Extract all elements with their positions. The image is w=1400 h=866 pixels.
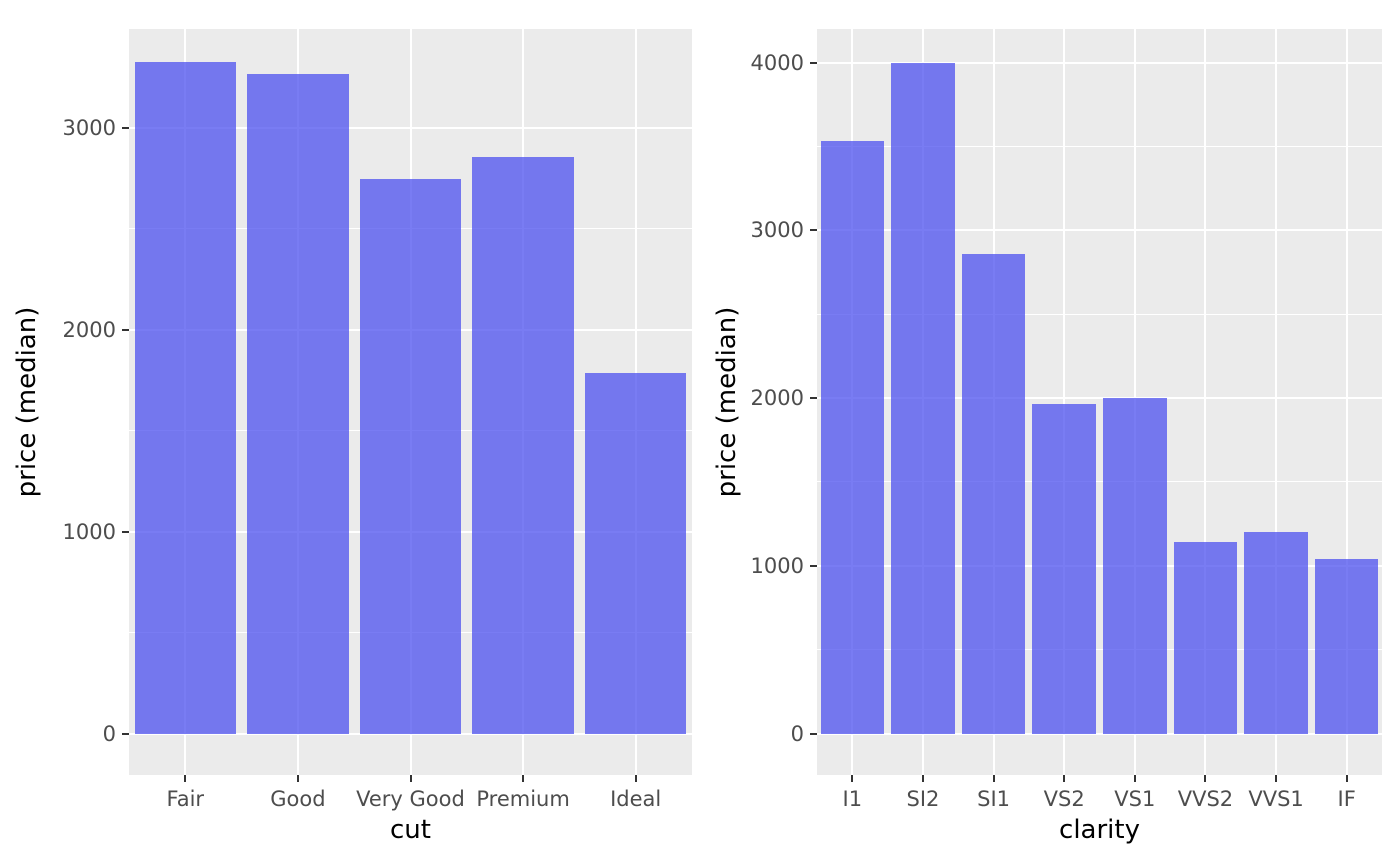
x-tick-label-SI2: SI2 xyxy=(906,787,940,811)
x-tick-mark-SI2 xyxy=(921,775,924,782)
gridline-vertical-IF xyxy=(1345,29,1348,775)
x-tick-mark-VVS1 xyxy=(1275,775,1278,782)
x-tick-label-Premium: Premium xyxy=(476,787,570,811)
x-tick-label-Very Good: Very Good xyxy=(356,787,465,811)
y-tick-label-1000: 1000 xyxy=(750,553,804,578)
y-tick-mark-3000 xyxy=(810,229,817,232)
y-tick-mark-0 xyxy=(122,732,129,735)
bar-vvs2 xyxy=(1173,542,1238,734)
gridline-vertical-VS2 xyxy=(1063,29,1066,775)
x-axis-title: clarity xyxy=(1059,815,1140,845)
x-tick-mark-Premium xyxy=(522,775,525,782)
x-axis-title: cut xyxy=(390,815,431,845)
x-tick-label-I1: I1 xyxy=(842,787,863,811)
chart-price-by-clarity: price (median) 0 1000 2000 3000 4000 I1 SI2 SI… xyxy=(700,0,1400,866)
x-tick-label-Ideal: Ideal xyxy=(610,787,662,811)
x-tick-label-VS1: VS1 xyxy=(1114,787,1156,811)
bar-ideal xyxy=(585,373,687,734)
y-tick-mark-0 xyxy=(810,732,817,735)
bar-premium xyxy=(472,157,574,734)
x-tick-label-VVS2: VVS2 xyxy=(1177,787,1234,811)
y-tick-mark-1000 xyxy=(122,530,129,533)
y-tick-label-3000: 3000 xyxy=(750,218,804,243)
x-tick-mark-SI1 xyxy=(992,775,995,782)
y-tick-label-0: 0 xyxy=(102,721,116,746)
gridline-vertical-VVS2 xyxy=(1204,29,1207,775)
bar-i1 xyxy=(820,140,885,734)
x-tick-label-IF: IF xyxy=(1337,787,1356,811)
x-tick-mark-Good xyxy=(296,775,299,782)
y-tick-label-1000: 1000 xyxy=(62,519,116,544)
bar-si2 xyxy=(891,63,955,734)
y-tick-mark-3000 xyxy=(122,126,129,129)
x-tick-mark-Ideal xyxy=(634,775,637,782)
x-tick-mark-VVS2 xyxy=(1204,775,1207,782)
y-tick-mark-4000 xyxy=(810,61,817,64)
x-tick-mark-IF xyxy=(1345,775,1348,782)
y-tick-mark-2000 xyxy=(122,328,129,331)
bar-vvs1 xyxy=(1244,532,1308,734)
bar-vs2 xyxy=(1032,403,1096,734)
x-tick-mark-VS1 xyxy=(1133,775,1136,782)
gridline-minor-3500 xyxy=(817,145,1382,147)
gridline-major-1000 xyxy=(817,564,1382,567)
x-tick-mark-I1 xyxy=(851,775,854,782)
gridline-major-0 xyxy=(817,732,1382,735)
gridline-major-4000 xyxy=(817,61,1382,64)
plot-panel xyxy=(817,29,1382,775)
bar-si1 xyxy=(961,253,1026,734)
gridline-minor-1500 xyxy=(817,481,1382,483)
plot-panel xyxy=(129,29,692,775)
y-tick-label-2000: 2000 xyxy=(62,317,116,342)
y-tick-label-2000: 2000 xyxy=(750,386,804,411)
y-tick-mark-1000 xyxy=(810,564,817,567)
gridline-major-3000 xyxy=(817,229,1382,232)
y-tick-label-4000: 4000 xyxy=(750,50,804,75)
y-tick-label-3000: 3000 xyxy=(62,115,116,140)
x-tick-label-VVS1: VVS1 xyxy=(1248,787,1304,811)
bar-very-good xyxy=(359,179,462,734)
x-tick-label-SI1: SI1 xyxy=(977,787,1010,811)
x-tick-mark-Fair xyxy=(184,775,187,782)
x-tick-mark-VS2 xyxy=(1063,775,1066,782)
x-tick-label-Fair: Fair xyxy=(166,787,205,811)
y-tick-mark-2000 xyxy=(810,397,817,400)
gridline-vertical-VVS1 xyxy=(1275,29,1278,775)
y-tick-label-0: 0 xyxy=(790,721,804,746)
gridline-major-2000 xyxy=(817,397,1382,400)
gridline-minor-2500 xyxy=(817,313,1382,315)
bar-if xyxy=(1314,559,1379,734)
gridline-minor-500 xyxy=(817,649,1382,651)
x-tick-label-VS2: VS2 xyxy=(1043,787,1085,811)
x-tick-label-Good: Good xyxy=(270,787,326,811)
chart-price-by-cut: price (median) 0 1000 2000 3000 Fair Good Ver… xyxy=(12,29,692,845)
bar-good xyxy=(247,74,349,734)
x-tick-mark-Very Good xyxy=(409,775,412,782)
bar-fair xyxy=(134,62,236,734)
bar-vs1 xyxy=(1103,398,1167,734)
